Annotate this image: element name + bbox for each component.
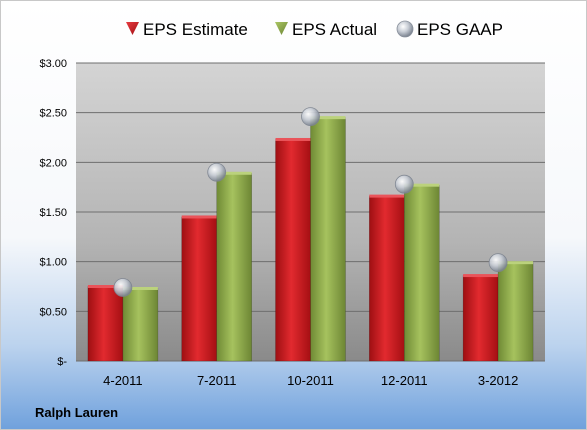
y-tick-label-6: $3.00 xyxy=(39,58,67,70)
gaap-marker-4-2011 xyxy=(113,278,133,297)
x-tick-label-3: 12-2011 xyxy=(381,373,428,388)
bar-top-actual-4-2011 xyxy=(122,286,158,290)
y-axis-ticks: $- $0.50 $1.00 $1.50 $2.00 $2.50 $3.00 xyxy=(39,58,67,368)
legend-item-actual: EPS Actual xyxy=(275,20,377,39)
bar-actual-4-2011 xyxy=(122,288,159,362)
bar-top-actual-3-2012 xyxy=(498,261,534,265)
bar-top-estimate-4-2011 xyxy=(87,285,123,288)
bar-actual-3-2012 xyxy=(497,262,534,362)
bar-estimate-3-2012 xyxy=(462,275,499,362)
y-tick-label-0: $- xyxy=(57,356,67,368)
legend: EPS Estimate EPS Actual EPS GAAP xyxy=(126,20,503,39)
bar-actual-10-2011 xyxy=(310,117,346,362)
company-label: Ralph Lauren xyxy=(35,405,118,420)
bar-top-estimate-7-2011 xyxy=(181,215,217,219)
bar-actual-12-2011 xyxy=(403,184,440,362)
legend-estimate-swatch xyxy=(126,22,139,35)
x-tick-label-0: 4-2011 xyxy=(103,373,143,388)
bar-estimate-4-2011 xyxy=(87,286,124,362)
y-tick-label-3: $1.50 xyxy=(39,207,67,219)
x-tick-label-2: 10-2011 xyxy=(287,373,334,388)
gaap-marker-7-2011 xyxy=(207,162,227,182)
legend-estimate-label: EPS Estimate xyxy=(143,20,248,39)
bar-top-actual-10-2011 xyxy=(310,116,346,120)
bar-top-estimate-3-2012 xyxy=(463,274,499,278)
legend-item-gaap: EPS GAAP xyxy=(396,20,503,39)
legend-actual-swatch xyxy=(275,22,288,35)
y-tick-label-2: $1.00 xyxy=(39,257,67,269)
y-tick-label-4: $2.00 xyxy=(39,157,67,169)
bar-top-actual-12-2011 xyxy=(404,183,440,187)
bar-top-estimate-12-2011 xyxy=(369,194,405,198)
legend-gaap-label: EPS GAAP xyxy=(417,20,503,39)
legend-item-estimate: EPS Estimate xyxy=(126,20,248,39)
bar-estimate-12-2011 xyxy=(368,195,405,362)
legend-actual-label: EPS Actual xyxy=(292,20,377,39)
gaap-marker-10-2011 xyxy=(301,107,320,127)
bars xyxy=(87,116,534,362)
gaap-marker-3-2012 xyxy=(488,253,508,273)
x-tick-label-4: 3-2012 xyxy=(478,373,518,388)
x-tick-label-1: 7-2011 xyxy=(197,373,237,388)
bar-actual-7-2011 xyxy=(216,172,252,362)
bar-top-estimate-10-2011 xyxy=(275,137,311,141)
bar-top-actual-7-2011 xyxy=(216,171,252,175)
legend-gaap-swatch xyxy=(396,20,414,38)
x-axis-ticks: 4-2011 7-2011 10-2011 12-2011 3-2012 xyxy=(103,373,518,388)
y-tick-label-1: $0.50 xyxy=(39,306,67,318)
y-tick-label-5: $2.50 xyxy=(39,108,67,120)
bar-estimate-10-2011 xyxy=(275,139,311,362)
gaap-markers xyxy=(113,107,508,297)
bar-estimate-7-2011 xyxy=(181,216,217,362)
gaap-marker-12-2011 xyxy=(394,174,414,194)
